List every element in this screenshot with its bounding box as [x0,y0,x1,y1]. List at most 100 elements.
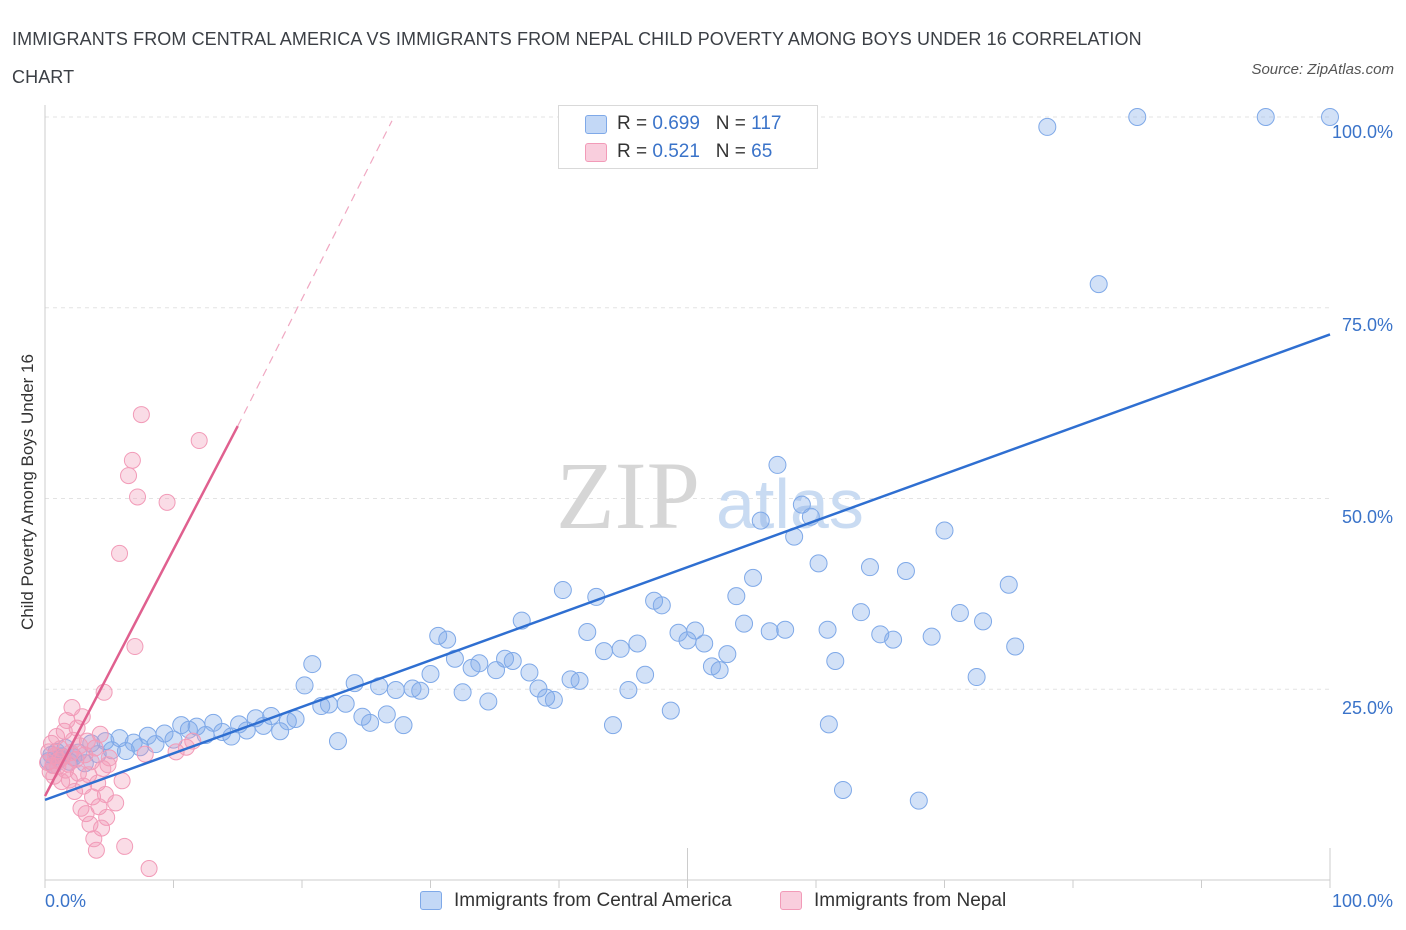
y-tick-label-75: 75.0% [1341,315,1393,335]
data-point-central-america [695,634,714,653]
data-point-central-america [833,780,852,799]
data-point-central-america [553,581,572,600]
data-point-central-america [336,694,355,713]
legend-swatch-pink [780,891,802,910]
data-point-central-america [411,681,430,700]
data-point-central-america [377,705,396,724]
data-point-central-america [1256,108,1275,126]
data-point-central-america [760,622,779,641]
trend-line-nepal [43,425,239,797]
data-point-central-america [594,642,613,661]
legend-swatch-pink [585,143,607,162]
legend-swatch-blue [585,115,607,134]
data-point-nepal [140,860,158,878]
watermark-zip: ZIP [556,442,700,549]
data-point-central-america [619,681,638,700]
data-point-central-america [1089,275,1108,294]
x-tick-label-0: 0.0% [45,891,87,911]
data-point-central-america [860,558,879,577]
data-point-central-america [809,554,828,573]
trend-line-nepal-extension [237,120,393,427]
data-point-central-america [1128,108,1147,126]
data-point-central-america [295,676,314,695]
data-point-central-america [974,612,993,631]
data-point-central-america [1006,637,1025,656]
legend-r-value: 0.699 [652,113,700,134]
data-point-central-america [603,716,622,735]
data-point-nepal [129,488,147,506]
data-point-central-america [735,614,754,633]
data-point-central-america [751,511,770,530]
data-point-central-america [429,626,448,645]
data-point-central-america [776,620,795,639]
data-point-central-america [386,681,405,700]
data-point-nepal [132,406,150,424]
data-point-nepal [100,749,118,767]
data-point-nepal [123,451,141,469]
legend-n-value: 65 [751,141,773,162]
data-point-central-america [727,587,746,606]
x-tick-label-100: 100.0% [1331,891,1393,911]
data-point-central-america [652,596,671,615]
data-point-central-america [686,621,705,640]
data-point-nepal [55,722,73,740]
data-point-nepal [190,432,208,450]
data-point-central-america [851,603,870,622]
data-point-central-america [636,665,655,684]
data-point-nepal [126,638,144,656]
data-point-central-america [1038,117,1057,136]
data-point-nepal [136,745,154,763]
data-point-central-america [710,661,729,680]
data-point-central-america [421,664,440,683]
data-point-nepal [120,467,138,485]
legend-label: Immigrants from Nepal [814,890,1007,911]
data-point-central-america [394,716,413,735]
legend-n-value: 117 [751,113,782,134]
data-point-central-america [718,645,737,664]
y-tick-label-25: 25.0% [1341,698,1393,718]
data-point-central-america [909,791,928,810]
data-point-nepal [87,841,105,859]
data-point-nepal [158,493,176,511]
data-point-nepal [116,837,134,855]
data-point-central-america [884,630,903,649]
data-point-central-america [561,670,580,689]
y-tick-label-50: 50.0% [1341,507,1393,527]
data-point-central-america [628,634,647,653]
legend-n-label: N = [715,141,746,162]
trend-lines [43,120,1331,802]
data-point-central-america [950,603,969,622]
data-point-nepal [72,799,90,817]
series-nepal [39,406,208,878]
data-point-central-america [792,495,811,514]
axes [44,105,1331,888]
data-point-central-america [896,561,915,580]
correlation-legend: R = 0.699 N = 117 R = 0.521 N = 65 [558,105,818,169]
legend-n-label: N = [715,113,746,134]
data-point-nepal [98,808,116,826]
data-point-central-america [529,679,548,698]
data-point-central-america [328,732,347,751]
data-point-central-america [661,701,680,720]
data-point-central-america [922,627,941,646]
data-point-central-america [204,713,223,732]
data-point-central-america [611,639,630,658]
data-point-nepal [91,725,109,743]
trend-line-central-america [44,333,1331,802]
data-point-central-america [935,521,954,540]
legend-label: Immigrants from Central America [454,890,732,911]
data-point-central-america [470,654,489,673]
data-point-central-america [744,568,763,587]
data-point-central-america [826,652,845,671]
data-point-central-america [1321,108,1339,126]
data-point-nepal [93,819,111,837]
data-point-central-america [155,724,174,743]
data-point-central-america [578,623,597,642]
data-point-central-america [544,690,563,709]
data-point-central-america [303,655,322,674]
legend-r-label: R = [617,141,648,162]
source-label: Source: ZipAtlas.com [1251,61,1394,78]
y-tick-label-100: 100.0% [1331,122,1393,142]
data-point-nepal [107,794,125,812]
data-point-central-america [768,455,787,474]
